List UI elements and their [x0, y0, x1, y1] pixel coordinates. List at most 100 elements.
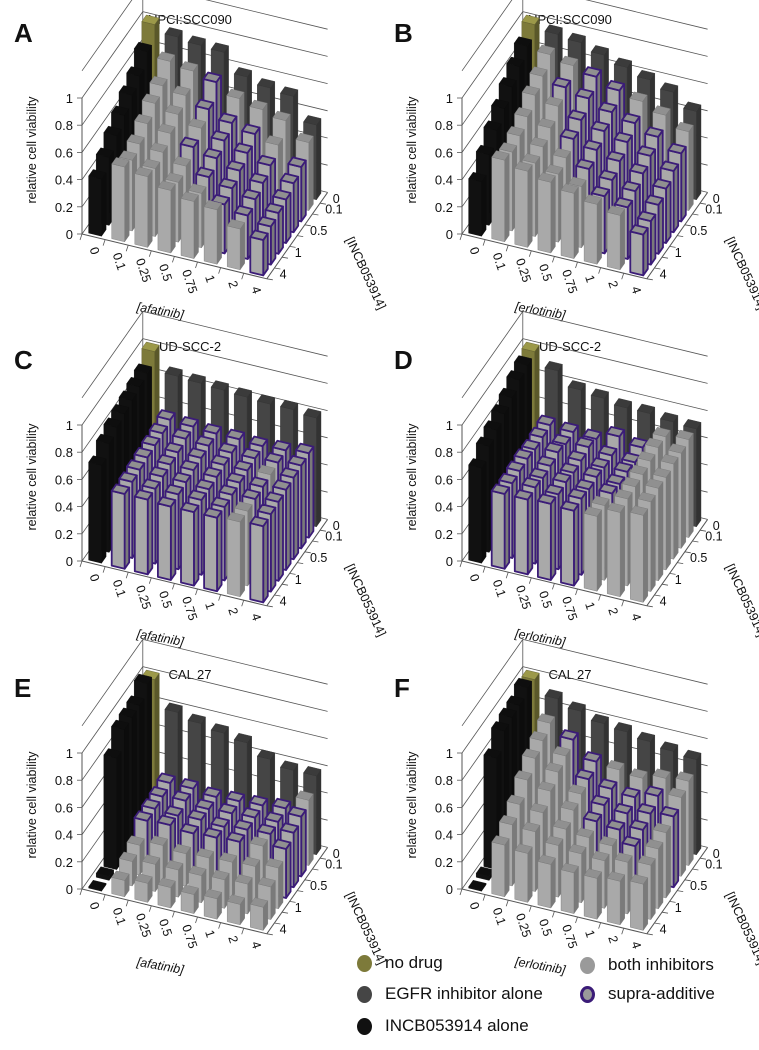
bar-top [605, 79, 625, 92]
bar-top [483, 748, 502, 759]
bar-top [560, 500, 580, 512]
bar-top [165, 860, 184, 871]
bar-front [157, 187, 172, 254]
bar-front [180, 198, 195, 259]
bar-both-inhibitors [537, 172, 556, 254]
bar-top [521, 85, 540, 96]
bar-top [118, 390, 137, 401]
x-tick [505, 900, 509, 907]
bar-top [218, 802, 238, 815]
bar-top [225, 790, 245, 803]
bar-top [103, 417, 122, 428]
bar-top [180, 61, 199, 72]
depth-tick-label: 1 [295, 246, 302, 260]
x-tick-label: 1 [582, 600, 597, 611]
depth-axis [646, 519, 709, 607]
x-tick-label: 0.75 [179, 595, 200, 623]
x-tick [575, 261, 578, 269]
bar-top [226, 160, 246, 172]
depth-axis-label: [INCB053914] [723, 562, 759, 639]
x-tick-label: 2 [225, 934, 240, 945]
bar-front [468, 464, 482, 564]
bar-top [567, 701, 586, 712]
bar-top [537, 781, 556, 792]
bar-top [552, 819, 571, 830]
x-tick [552, 256, 555, 263]
bar-top [613, 196, 634, 209]
bar-top [468, 171, 487, 183]
x-tick [102, 566, 106, 573]
bar-front [583, 875, 598, 920]
bar-top [583, 506, 602, 517]
bar-top [141, 14, 160, 25]
bar-side [643, 508, 648, 603]
bar-front [514, 850, 528, 903]
bar-top [126, 695, 145, 706]
depth-tick [692, 213, 699, 216]
bar-top [134, 41, 152, 52]
bar-top [521, 476, 541, 489]
bar-side [696, 104, 702, 201]
x-tick [621, 600, 625, 607]
left-wall-gridline [461, 38, 524, 126]
bar-front [250, 903, 264, 931]
x-tick [552, 583, 555, 590]
bar-top [606, 473, 626, 485]
bar-both-inhibitors [180, 884, 199, 914]
left-wall-gridline [81, 38, 144, 126]
depth-tick [699, 529, 707, 532]
bar-side [316, 118, 322, 201]
depth-tick-label: 0 [333, 192, 340, 206]
x-tick [102, 894, 106, 901]
back-wall-gridline [142, 639, 328, 685]
bar-top [490, 483, 511, 495]
bar-side [658, 481, 664, 582]
bar-side [239, 222, 245, 271]
bar-top [683, 101, 702, 112]
bar-top [179, 778, 199, 790]
bar-top [271, 439, 292, 452]
value-tick-label: 0.8 [435, 118, 453, 133]
bar-top [537, 172, 556, 183]
depth-tick [699, 202, 707, 205]
bar-top [567, 450, 587, 462]
bar-top [218, 112, 238, 124]
bar-top [605, 425, 625, 438]
depth-tick [661, 256, 669, 259]
bar-top [529, 137, 548, 148]
x-tick [148, 250, 152, 257]
bar-top [491, 404, 510, 415]
bar-top [521, 748, 540, 759]
bar-top [590, 713, 609, 724]
depth-tick [646, 605, 653, 608]
bar-top [506, 794, 525, 805]
bar-top [607, 871, 625, 882]
bar-top [659, 160, 680, 172]
x-tick-label: 0 [87, 245, 102, 256]
bar-top [652, 105, 671, 116]
bar-top [164, 702, 183, 713]
depth-tick-label: 4 [280, 594, 287, 608]
bar-both-inhibitors [514, 161, 533, 248]
value-tick-label: 0 [66, 554, 73, 569]
bar-top [652, 178, 672, 190]
bar-top [514, 677, 532, 688]
bar-side [596, 871, 602, 920]
bar-top [226, 88, 245, 99]
x-tick [598, 594, 601, 601]
depth-tick [304, 879, 311, 882]
depth-tick [677, 235, 684, 237]
bar-top [568, 176, 587, 187]
bar-top [545, 835, 564, 846]
bar-front [490, 489, 506, 570]
x-tick [218, 267, 221, 274]
bar-top [645, 839, 664, 850]
bar-top [636, 145, 656, 157]
bar-top [88, 455, 107, 466]
bar-top [506, 460, 526, 472]
x-tick-label: 1 [582, 273, 597, 284]
bar-side [596, 509, 602, 592]
left-wall-gridline [461, 338, 524, 426]
bar-top [196, 848, 214, 859]
bar-top [157, 123, 176, 134]
